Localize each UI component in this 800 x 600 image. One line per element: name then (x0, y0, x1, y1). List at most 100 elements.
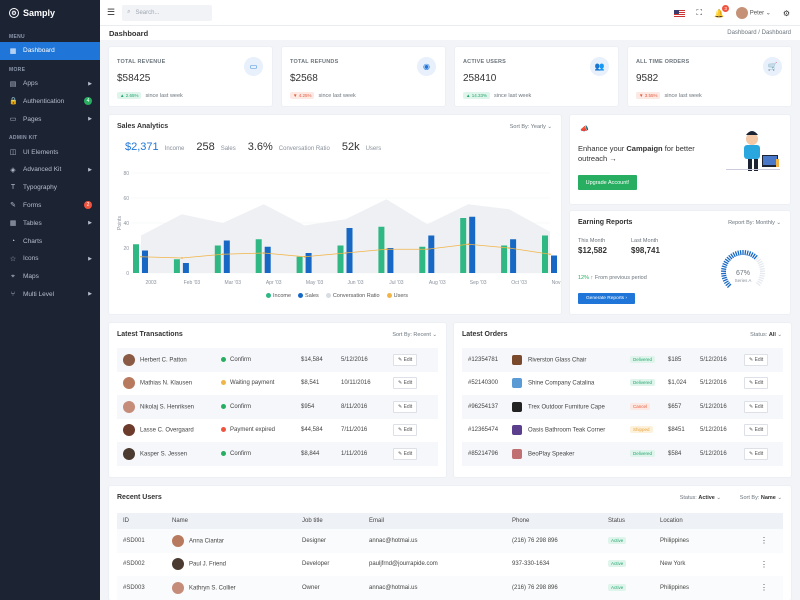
kpi: $2,371 Income (125, 141, 184, 153)
gauge-tick (730, 253, 735, 259)
bar-income (460, 218, 467, 273)
product-thumbnail (512, 448, 522, 459)
stat-label: ACTIVE USERS (463, 59, 507, 65)
status-dropdown[interactable]: Status: Active ⌄ (679, 495, 721, 501)
order-id: #96254137 (468, 403, 499, 410)
kpi-label: Conversation Ratio (278, 146, 330, 152)
report-dropdown[interactable]: Report By: Monthly ⌄ (728, 220, 781, 226)
date: 5/12/2016 (700, 427, 727, 434)
avatar (123, 353, 135, 366)
more-options-icon[interactable]: ⋮ (760, 559, 768, 569)
section-menu: MENU (9, 34, 25, 40)
legend-item[interactable]: Sales (298, 293, 319, 299)
edit-button[interactable]: ✎ Edit (744, 400, 769, 413)
breadcrumb-item[interactable]: Dashboard (727, 30, 757, 36)
menu-toggle-icon[interactable]: ☰ (107, 7, 116, 17)
status-dropdown[interactable]: Status: All ⌄ (750, 332, 782, 338)
sidebar-item-tables[interactable]: ▦ Tables ▶ (0, 214, 100, 232)
search-input[interactable]: ⌕ Search... (122, 4, 213, 21)
location: New York (660, 561, 686, 568)
email: pauljfrnd@jourrapide.com (369, 561, 438, 568)
fullscreen-icon[interactable]: ⛶ (696, 8, 703, 17)
settings-gear-icon[interactable]: ⚙ (782, 8, 790, 18)
edit-button[interactable]: ✎ Edit (393, 353, 418, 366)
sidebar-item-pages[interactable]: ▭ Pages ▶ (0, 110, 100, 128)
sidebar-item-label: Authentication (23, 97, 65, 105)
legend-item[interactable]: Users (387, 293, 408, 299)
sort-dropdown[interactable]: Sort By: Yearly ⌄ (509, 124, 552, 130)
legend-item[interactable]: Income (266, 293, 291, 299)
sidebar-item-label: Icons (23, 255, 39, 263)
status-dot (221, 403, 226, 409)
bar-income (173, 259, 180, 273)
bar-income (214, 245, 221, 273)
brand[interactable]: ⚙ Samply (0, 0, 100, 26)
sidebar-item-forms[interactable]: ✎ Forms 2 (0, 197, 100, 215)
amount: $584 (668, 450, 682, 457)
earning-gauge: 67%Series A (720, 250, 766, 289)
user-menu[interactable]: Peter ⌄ (736, 7, 771, 19)
sidebar-item-label: Charts (23, 237, 43, 245)
sidebar-item-label: Forms (23, 201, 42, 209)
gauge-tick (757, 260, 763, 265)
sidebar-item-dashboard[interactable]: ▦ Dashboard (0, 42, 100, 60)
chevron-right-icon: ▶ (88, 80, 92, 87)
line-point (262, 252, 265, 254)
refund-icon: ◉ (417, 57, 436, 76)
sidebar-item-icons[interactable]: ☆ Icons ▶ (0, 250, 100, 268)
more-options-icon[interactable]: ⋮ (760, 529, 783, 553)
us-flag-icon[interactable] (673, 9, 685, 17)
bar-income (542, 235, 548, 273)
edit-button[interactable]: ✎ Edit (744, 353, 769, 366)
edit-button[interactable]: ✎ Edit (393, 400, 418, 413)
search-placeholder: Search... (135, 9, 160, 16)
job-title: Owner (302, 576, 369, 600)
stat-change: ▼ 4.25% since last week (290, 92, 356, 99)
sidebar-item-apps[interactable]: ▤ Apps ▶ (0, 75, 100, 93)
bell-icon[interactable]: 🔔 3 (714, 4, 730, 18)
edit-button[interactable]: ✎ Edit (393, 447, 418, 460)
user-id: #SD001 (117, 529, 172, 553)
kpi: 52k Users (342, 141, 381, 153)
gauge-tick (722, 278, 728, 282)
chevron-right-icon: ▶ (88, 291, 92, 298)
sidebar-item-label: Apps (23, 80, 38, 88)
bar-sales (551, 255, 557, 273)
customer-name: Kasper S. Jessen (140, 451, 188, 458)
sidebar-item-ui-elements[interactable]: ◫ UI Elements (0, 143, 100, 161)
sidebar-item-authentication[interactable]: 🔒 Authentication 4 (0, 93, 100, 111)
map-pin-icon: ⌖ (11, 272, 15, 280)
edit-button[interactable]: ✎ Edit (744, 424, 769, 437)
sidebar-item-multi-level[interactable]: ⑂ Multi Level ▶ (0, 286, 100, 304)
gauge-tick (757, 280, 763, 285)
y-tick-label: 0 (126, 271, 129, 277)
change-badge: ▼ 4.25% (290, 92, 315, 99)
sidebar: ⚙ Samply MENU ▦ Dashboard MORE ▤ Apps ▶ 🔒 Auth… (0, 0, 100, 600)
generate-reports-button[interactable]: Generate Reports › (578, 293, 635, 304)
transaction-status: Confirm (230, 450, 252, 457)
more-options-icon[interactable]: ⋮ (760, 576, 783, 600)
sidebar-item-charts[interactable]: ◔ Charts (0, 232, 100, 250)
sidebar-item-label: Dashboard (23, 47, 55, 55)
change-badge: ▼ 3.55% (636, 92, 661, 99)
sort-dropdown[interactable]: Sort By: Recent ⌄ (392, 332, 437, 338)
edit-button[interactable]: ✎ Edit (744, 377, 769, 390)
campaign-card: 📣 Enhance your Campaign for better outre… (570, 115, 790, 204)
sidebar-item-typography[interactable]: T Typography (0, 179, 100, 197)
sidebar-item-maps[interactable]: ⌖ Maps (0, 268, 100, 286)
stat-label: TOTAL REFUNDS (290, 59, 339, 65)
upgrade-account-button[interactable]: Upgrade Account! (578, 175, 637, 190)
kpi: 3.6% Conversation Ratio (248, 141, 330, 153)
bar-sales (182, 263, 189, 273)
gauge-tick (728, 254, 733, 260)
sidebar-item-advanced-kit[interactable]: ◈ Advanced Kit ▶ (0, 161, 100, 179)
edit-button[interactable]: ✎ Edit (393, 377, 418, 390)
sort-dropdown[interactable]: Sort By: Name ⌄ (739, 495, 782, 501)
page-title: Dashboard (109, 28, 149, 38)
legend-item[interactable]: Conversation Ratio (326, 293, 380, 299)
avatar (123, 400, 135, 413)
edit-button[interactable]: ✎ Edit (744, 447, 769, 460)
edit-button[interactable]: ✎ Edit (393, 424, 418, 437)
gauge-series-label: Series A (735, 278, 752, 283)
stat-label: ALL TIME ORDERS (636, 59, 690, 65)
